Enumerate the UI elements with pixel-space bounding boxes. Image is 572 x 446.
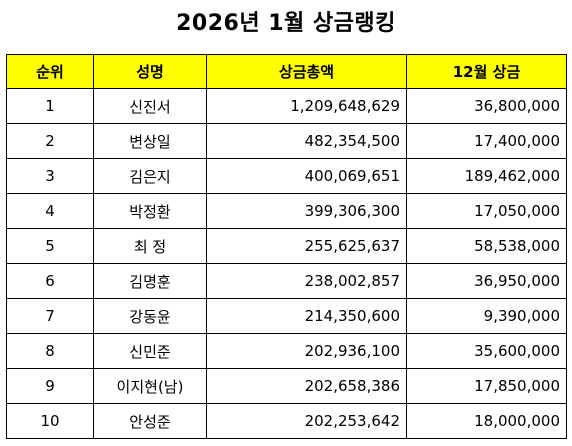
cell-rank: 6 [6,263,94,299]
cell-name: 신민준 [93,333,207,369]
cell-december-prize: 9,390,000 [406,298,567,334]
cell-total-prize: 255,625,637 [206,228,407,264]
cell-total-prize: 202,253,642 [206,403,407,439]
table-row: 5 최 정 255,625,637 58,538,000 [6,228,567,264]
cell-name: 최 정 [93,228,207,264]
cell-total-prize: 202,658,386 [206,368,407,404]
cell-rank: 1 [6,88,94,124]
cell-total-prize: 238,002,857 [206,263,407,299]
cell-name: 김은지 [93,158,207,194]
cell-name: 김명훈 [93,263,207,299]
header-total-prize: 상금총액 [206,54,407,89]
cell-rank: 5 [6,228,94,264]
table-row: 6 김명훈 238,002,857 36,950,000 [6,263,567,299]
cell-rank: 4 [6,193,94,229]
cell-total-prize: 202,936,100 [206,333,407,369]
cell-rank: 8 [6,333,94,369]
table-row: 8 신민준 202,936,100 35,600,000 [6,333,567,369]
cell-total-prize: 482,354,500 [206,123,407,159]
header-name: 성명 [93,54,207,89]
cell-rank: 3 [6,158,94,194]
cell-name: 신진서 [93,88,207,124]
cell-december-prize: 36,950,000 [406,263,567,299]
cell-name: 박정환 [93,193,207,229]
cell-total-prize: 399,306,300 [206,193,407,229]
cell-total-prize: 400,069,651 [206,158,407,194]
table-row: 2 변상일 482,354,500 17,400,000 [6,123,567,159]
cell-rank: 7 [6,298,94,334]
cell-december-prize: 17,850,000 [406,368,567,404]
cell-december-prize: 189,462,000 [406,158,567,194]
cell-rank: 10 [6,403,94,439]
table-row: 1 신진서 1,209,648,629 36,800,000 [6,88,567,124]
header-december-prize: 12월 상금 [406,54,567,89]
table-row: 10 안성준 202,253,642 18,000,000 [6,403,567,439]
header-rank: 순위 [6,54,94,89]
cell-december-prize: 58,538,000 [406,228,567,264]
table-row: 3 김은지 400,069,651 189,462,000 [6,158,567,194]
cell-name: 이지현(남) [93,368,207,404]
cell-name: 강동윤 [93,298,207,334]
cell-rank: 9 [6,368,94,404]
cell-december-prize: 36,800,000 [406,88,567,124]
cell-name: 변상일 [93,123,207,159]
ranking-table: 순위 성명 상금총액 12월 상금 1 신진서 1,209,648,629 36… [6,54,567,439]
table-row: 4 박정환 399,306,300 17,050,000 [6,193,567,229]
cell-december-prize: 35,600,000 [406,333,567,369]
table-row: 9 이지현(남) 202,658,386 17,850,000 [6,368,567,404]
cell-total-prize: 1,209,648,629 [206,88,407,124]
table-row: 7 강동윤 214,350,600 9,390,000 [6,298,567,334]
cell-december-prize: 17,050,000 [406,193,567,229]
cell-name: 안성준 [93,403,207,439]
cell-december-prize: 18,000,000 [406,403,567,439]
page-title: 2026년 1월 상금랭킹 [176,11,396,36]
cell-december-prize: 17,400,000 [406,123,567,159]
table-header-row: 순위 성명 상금총액 12월 상금 [6,54,567,89]
cell-rank: 2 [6,123,94,159]
cell-total-prize: 214,350,600 [206,298,407,334]
